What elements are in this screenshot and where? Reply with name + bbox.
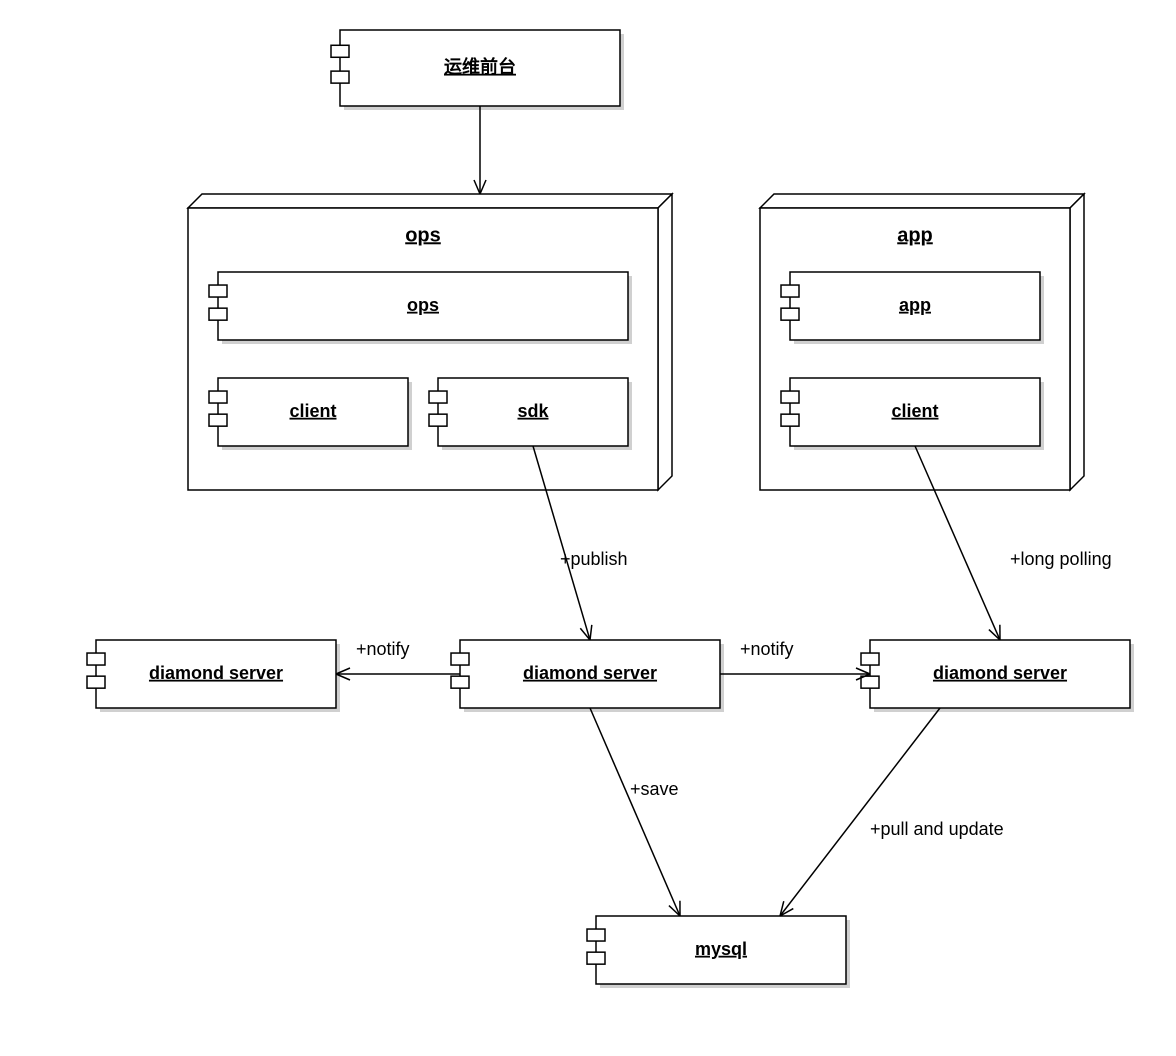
edge-label: +notify <box>356 639 410 659</box>
component-app_app: app <box>781 272 1044 344</box>
component-ops_ops: ops <box>209 272 632 344</box>
component-ds_right: diamond server <box>861 640 1134 712</box>
component-ds_mid: diamond server <box>451 640 724 712</box>
package-title: ops <box>405 224 441 246</box>
component-label: diamond server <box>149 663 283 683</box>
edge <box>474 106 486 194</box>
package-title: app <box>897 224 933 246</box>
component-mysql: mysql <box>587 916 850 988</box>
edge-label: +publish <box>560 549 628 569</box>
edge-label: +save <box>630 779 679 799</box>
edge: +save <box>590 708 680 916</box>
component-ds_left: diamond server <box>87 640 340 712</box>
edge-label: +long polling <box>1010 549 1112 569</box>
component-label: client <box>289 401 336 421</box>
component-ops_client: client <box>209 378 412 450</box>
edge: +pull and update <box>780 708 1004 916</box>
component-label: diamond server <box>523 663 657 683</box>
edge-label: +pull and update <box>870 819 1004 839</box>
component-label: diamond server <box>933 663 1067 683</box>
component-ops_sdk: sdk <box>429 378 632 450</box>
edge: +notify <box>720 639 870 680</box>
component-label: 运维前台 <box>444 56 516 77</box>
component-label: mysql <box>695 939 747 959</box>
edge-label: +notify <box>740 639 794 659</box>
edge: +notify <box>336 639 460 680</box>
component-label: client <box>891 401 938 421</box>
component-app_client: client <box>781 378 1044 450</box>
component-label: app <box>899 295 931 315</box>
component-label: ops <box>407 295 439 315</box>
component-front: 运维前台 <box>331 30 624 110</box>
component-label: sdk <box>517 401 549 421</box>
diagram-canvas: ops app 运维前台 ops client sdk app client diamond s… <box>0 0 1176 1056</box>
